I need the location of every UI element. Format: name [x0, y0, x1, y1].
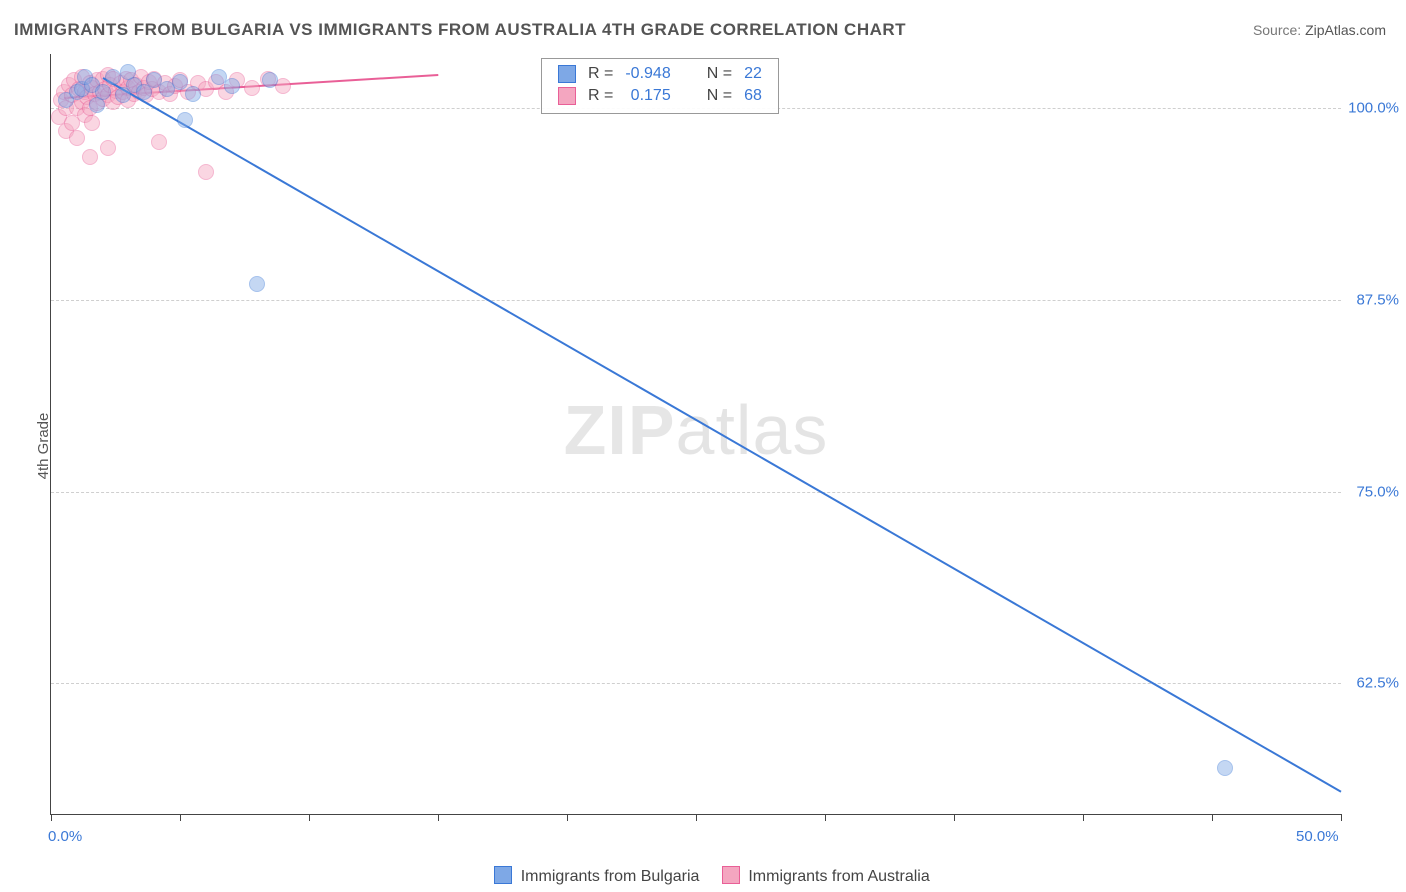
gridline: [51, 492, 1341, 493]
stats-N-value-1: 68: [738, 85, 768, 107]
stats-swatch-1: [558, 87, 576, 105]
data-point: [95, 84, 111, 100]
stats-R-value-0: -0.948: [619, 63, 676, 85]
x-tick: [438, 814, 439, 821]
stats-R-label: R =: [582, 85, 619, 107]
stats-R-value-1: 0.175: [619, 85, 676, 107]
data-point: [249, 276, 265, 292]
watermark: ZIPatlas: [564, 390, 829, 470]
y-tick-label: 75.0%: [1356, 483, 1399, 500]
data-point: [151, 134, 167, 150]
stats-N-label: N =: [701, 63, 738, 85]
data-point: [177, 112, 193, 128]
data-point: [244, 80, 260, 96]
stats-legend: R =-0.948 N =22 R =0.175 N =68: [541, 58, 779, 114]
x-tick: [567, 814, 568, 821]
data-point: [120, 64, 136, 80]
source-value: ZipAtlas.com: [1305, 22, 1386, 38]
x-tick: [1341, 814, 1342, 821]
data-point: [198, 164, 214, 180]
data-point: [100, 140, 116, 156]
stats-N-label: N =: [701, 85, 738, 107]
legend-label-1: Immigrants from Australia: [748, 868, 929, 885]
y-tick-label: 87.5%: [1356, 291, 1399, 308]
stats-R-label: R =: [582, 63, 619, 85]
plot-area: ZIPatlas 62.5%75.0%87.5%100.0%R =-0.948N…: [50, 54, 1341, 815]
data-point: [82, 149, 98, 165]
stats-N-value-0: 22: [738, 63, 768, 85]
data-point: [172, 74, 188, 90]
x-tick: [696, 814, 697, 821]
data-point: [1217, 760, 1233, 776]
data-point: [262, 72, 278, 88]
x-tick: [1083, 814, 1084, 821]
legend-label-0: Immigrants from Bulgaria: [521, 868, 700, 885]
data-point: [185, 86, 201, 102]
data-point: [69, 130, 85, 146]
data-point: [224, 78, 240, 94]
x-axis-label-right: 50.0%: [1296, 828, 1339, 845]
data-point: [105, 69, 121, 85]
x-axis-label-left: 0.0%: [48, 828, 82, 845]
source-credit: Source: ZipAtlas.com: [1253, 22, 1386, 38]
x-tick: [825, 814, 826, 821]
data-point: [84, 115, 100, 131]
stats-swatch-0: [558, 65, 576, 83]
x-tick: [180, 814, 181, 821]
x-tick: [954, 814, 955, 821]
source-label: Source:: [1253, 22, 1301, 38]
bottom-legend: Immigrants from Bulgaria Immigrants from…: [0, 866, 1406, 886]
legend-swatch-1: [722, 866, 740, 884]
gridline: [51, 683, 1341, 684]
x-tick: [51, 814, 52, 821]
x-tick: [1212, 814, 1213, 821]
y-tick-label: 62.5%: [1356, 675, 1399, 692]
x-tick: [309, 814, 310, 821]
legend-swatch-0: [494, 866, 512, 884]
chart-title: IMMIGRANTS FROM BULGARIA VS IMMIGRANTS F…: [14, 20, 906, 40]
gridline: [51, 300, 1341, 301]
trend-line-0: [102, 77, 1341, 793]
y-tick-label: 100.0%: [1348, 99, 1399, 116]
